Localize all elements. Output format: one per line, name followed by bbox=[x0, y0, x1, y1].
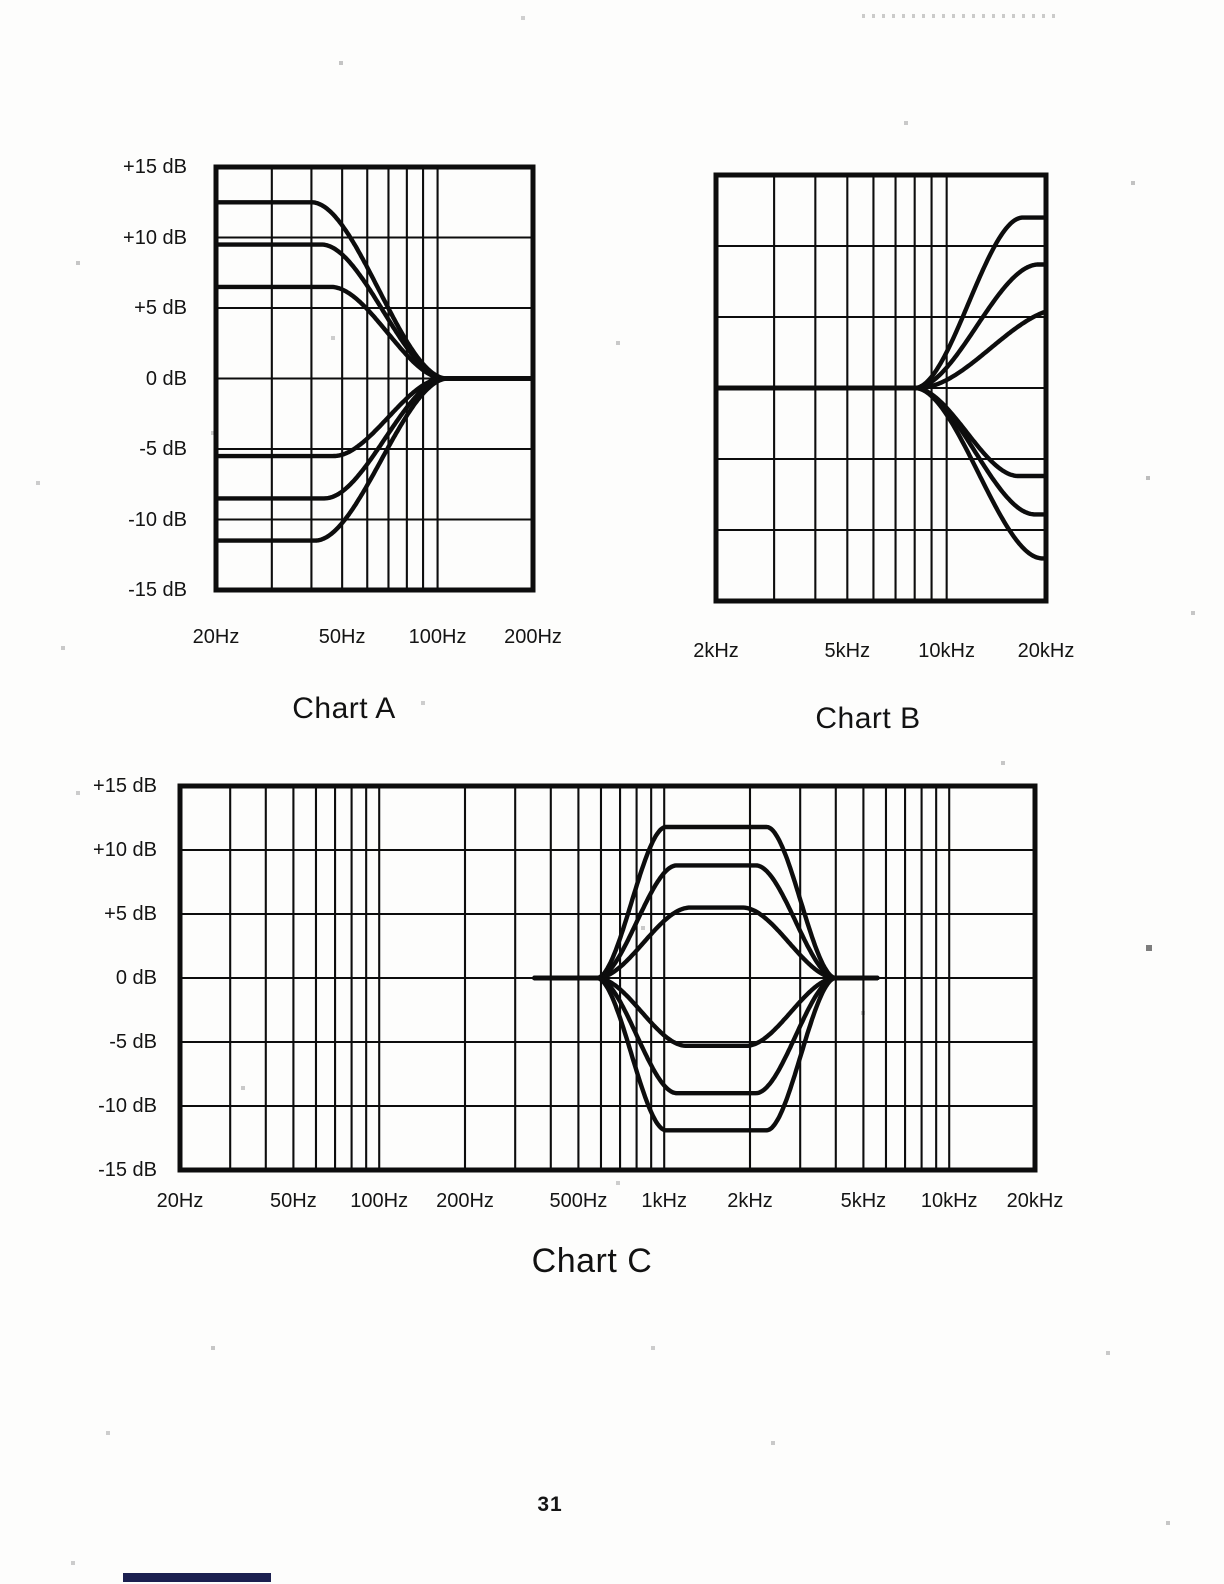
x-tick-label: 50Hz bbox=[270, 1190, 317, 1212]
y-tick-label: +15 dB bbox=[123, 156, 187, 178]
eq-response-curve bbox=[532, 863, 880, 981]
eq-response-curve bbox=[713, 385, 1049, 561]
x-tick-label: 10kHz bbox=[918, 640, 976, 662]
y-tick-label: +15 dB bbox=[93, 775, 157, 797]
plot-border bbox=[713, 172, 1049, 604]
chart-c-title: Chart C bbox=[531, 1242, 653, 1280]
plot-border bbox=[177, 783, 1038, 1173]
x-tick-label: 5kHz bbox=[824, 640, 871, 662]
y-tick-label: -15 dB bbox=[128, 579, 187, 601]
eq-response-curve bbox=[213, 376, 536, 459]
x-tick-label: 500Hz bbox=[549, 1190, 608, 1212]
chart-b-title: Chart B bbox=[815, 702, 921, 735]
x-tick-label: 20Hz bbox=[192, 626, 240, 648]
eq-response-curve bbox=[713, 309, 1049, 391]
x-tick-label: 20kHz bbox=[1006, 1190, 1064, 1212]
x-tick-label: 2kHz bbox=[727, 1190, 773, 1212]
x-tick-label: 20Hz bbox=[156, 1190, 204, 1212]
y-tick-label: 0 dB bbox=[145, 367, 187, 390]
eq-response-curve bbox=[532, 975, 880, 1133]
x-tick-label: 10kHz bbox=[920, 1190, 978, 1212]
y-tick-label: +5 dB bbox=[104, 903, 157, 925]
plot-border bbox=[213, 164, 536, 593]
x-tick-label: 50Hz bbox=[318, 626, 366, 648]
page-number: 31 bbox=[537, 1493, 563, 1516]
y-tick-label: -5 dB bbox=[139, 438, 187, 460]
chart-c-plot bbox=[177, 783, 1038, 1173]
x-tick-label: 100Hz bbox=[408, 626, 467, 648]
x-tick-label: 2kHz bbox=[693, 640, 739, 662]
chart-b-plot bbox=[713, 172, 1049, 604]
eq-response-curve bbox=[713, 385, 1049, 479]
eq-response-curve bbox=[713, 385, 1049, 517]
y-tick-label: -5 dB bbox=[109, 1031, 157, 1053]
scan-noise-speckles bbox=[0, 0, 2, 2]
eq-response-curve bbox=[213, 242, 536, 381]
eq-response-curve bbox=[713, 262, 1049, 391]
chart-a-plot bbox=[213, 164, 536, 593]
x-tick-label: 5kHz bbox=[840, 1190, 887, 1212]
x-tick-label: 200Hz bbox=[504, 626, 562, 648]
eq-response-curve bbox=[213, 200, 536, 381]
x-tick-label: 1kHz bbox=[641, 1190, 687, 1212]
y-tick-label: -15 dB bbox=[98, 1159, 157, 1181]
y-tick-label: +10 dB bbox=[123, 226, 187, 249]
eq-response-curve bbox=[213, 376, 536, 543]
y-tick-label: -10 dB bbox=[128, 508, 187, 531]
eq-response-curve bbox=[213, 376, 536, 501]
footer-scan-bar bbox=[123, 1573, 271, 1582]
x-tick-label: 200Hz bbox=[436, 1190, 494, 1212]
scan-noise-row bbox=[862, 14, 1062, 18]
x-tick-label: 100Hz bbox=[350, 1190, 409, 1212]
x-tick-label: 20kHz bbox=[1017, 640, 1075, 662]
eq-response-curve bbox=[532, 975, 880, 1096]
y-tick-label: 0 dB bbox=[115, 967, 157, 989]
y-tick-label: -10 dB bbox=[98, 1095, 157, 1117]
y-tick-label: +5 dB bbox=[134, 297, 187, 319]
chart-a-title: Chart A bbox=[292, 692, 396, 725]
eq-response-curve bbox=[713, 215, 1049, 391]
y-tick-label: +10 dB bbox=[93, 839, 157, 861]
